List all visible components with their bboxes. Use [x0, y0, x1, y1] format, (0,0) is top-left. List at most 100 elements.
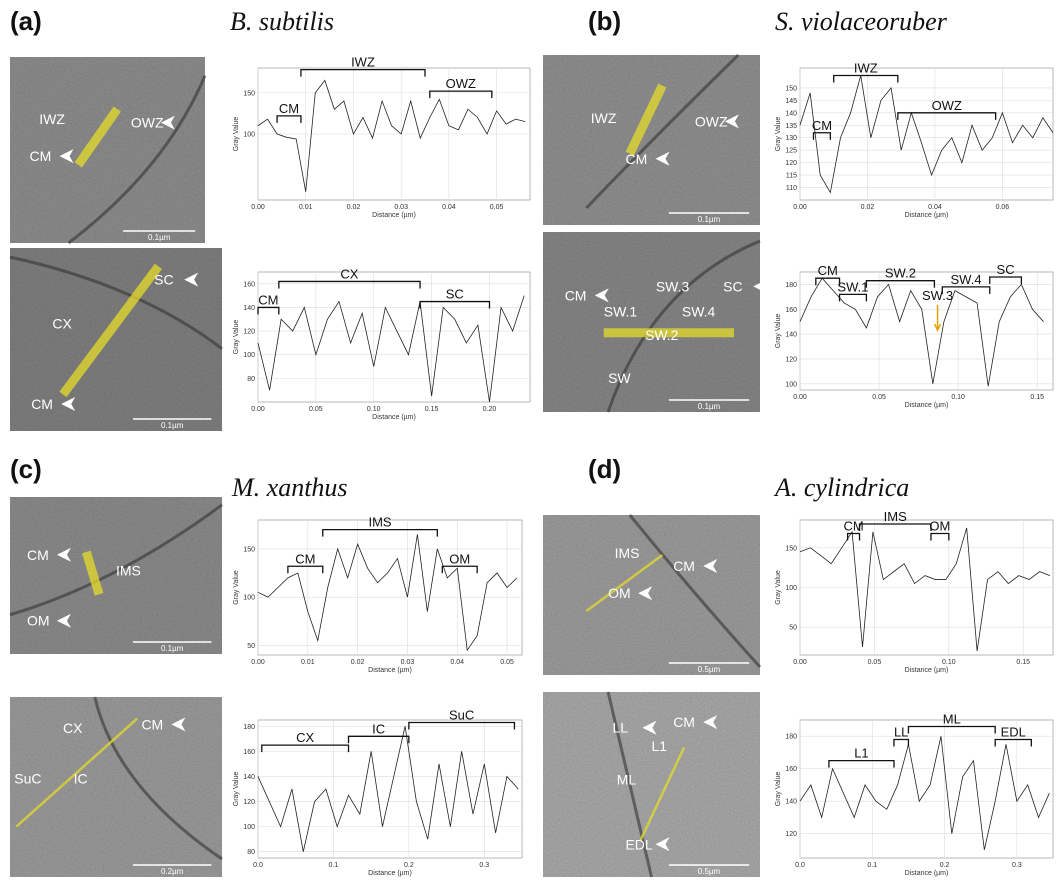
- bracket-label: SW.2: [885, 266, 916, 281]
- y-tick-label: 140: [785, 799, 797, 806]
- bracket: [408, 721, 516, 730]
- x-tick-label: 0.04: [442, 204, 456, 211]
- plot-area: [257, 519, 523, 656]
- x-tick-label: 0.10: [942, 659, 956, 666]
- x-tick-label: 0.05: [872, 394, 886, 401]
- micrograph-label: ML: [617, 772, 637, 788]
- x-tick-label: 0.3: [479, 862, 489, 869]
- micrograph-label: IWZ: [591, 110, 617, 126]
- membrane: [9, 255, 223, 350]
- x-tick-label: 0.01: [301, 659, 315, 666]
- micrograph: CM SW.3 SC SW.1 SW.4SW.2 SW 0.1µm: [543, 232, 768, 413]
- y-tick-label: 150: [785, 85, 797, 92]
- y-tick-label: 80: [247, 849, 255, 856]
- bracket: [838, 293, 868, 302]
- micrograph-label: IMS: [116, 563, 141, 579]
- bracket-label: SW.4: [950, 272, 981, 287]
- x-tick-label: 0.02: [351, 659, 365, 666]
- bracket-label: SuC: [449, 708, 474, 723]
- y-tick-label: 50: [789, 625, 797, 632]
- bracket-label: OWZ: [932, 98, 962, 113]
- line-chart: 50 100 150 0.00 0.05 0.10 0.15 Distance (µm) Gra…: [775, 509, 1054, 674]
- y-tick-label: 115: [786, 173, 797, 180]
- y-tick-label: 150: [243, 90, 255, 97]
- bracket: [278, 280, 421, 289]
- bracket: [846, 532, 861, 541]
- micrograph-label: CM: [141, 716, 163, 732]
- line-chart: 110 115 120 125 130 135 140 145 150 0.00 0.02 0.04 0…: [775, 60, 1054, 219]
- bracket-label: ML: [943, 711, 961, 726]
- y-axis-label: Gray Value: [775, 570, 782, 605]
- micrograph-label: SW.3: [656, 278, 690, 294]
- profile-line: [59, 263, 163, 398]
- micrograph: IWZ OWZ CM 0.1µm: [543, 53, 760, 225]
- x-tick-label: 0.15: [1016, 659, 1030, 666]
- micrograph-noise: [543, 692, 760, 877]
- line-chart: 120 140 160 180 0.0 0.1 0.2 0.3 Distance (µm) Gra…: [775, 711, 1054, 877]
- x-tick-label: 0.05: [309, 406, 323, 413]
- y-tick-label: 160: [243, 749, 255, 756]
- line-chart: 80 100 120 140 160 180 0.0 0.1 0.2 0.3 Distance (µ…: [233, 708, 523, 877]
- micrograph-label: OWZ: [695, 113, 728, 129]
- micrograph-label: CX: [52, 316, 72, 332]
- micrograph-label: EDL: [625, 836, 652, 852]
- micrograph-label: CM: [673, 714, 695, 730]
- x-tick-label: 0.03: [401, 659, 415, 666]
- arrowhead: [724, 114, 739, 129]
- scale-label: 0.1µm: [698, 215, 721, 224]
- x-tick-label: 0.00: [793, 204, 807, 211]
- x-tick-label: 0.00: [251, 406, 265, 413]
- x-tick-label: 0.05: [868, 659, 882, 666]
- x-tick-label: 0.03: [394, 204, 408, 211]
- y-tick-label: 110: [786, 185, 797, 192]
- arrowhead: [703, 715, 718, 730]
- bracket: [941, 286, 991, 294]
- x-axis-label: Distance (µm): [905, 667, 949, 674]
- micrograph-label: SC: [154, 272, 173, 288]
- arrowhead: [655, 837, 670, 852]
- arrowhead: [56, 613, 71, 628]
- arrowhead: [184, 272, 199, 287]
- scale-label: 0.1µm: [161, 421, 184, 430]
- profile-line: [74, 106, 121, 168]
- micrograph: CX SC CM 0.1µm: [9, 248, 223, 431]
- micrograph-label: CM: [31, 396, 53, 412]
- micrograph-label: CM: [673, 558, 695, 574]
- x-tick-label: 0.0: [795, 862, 805, 869]
- micrograph-noise: [10, 697, 222, 877]
- bracket: [419, 300, 491, 309]
- membrane: [628, 514, 762, 669]
- y-tick-label: 160: [785, 766, 797, 773]
- bracket-label: LL: [894, 724, 908, 739]
- profile-line: [82, 550, 104, 596]
- y-tick-label: 120: [243, 329, 255, 336]
- y-axis-label: Gray Value: [775, 314, 782, 349]
- bracket: [287, 565, 324, 574]
- data-line: [257, 726, 519, 852]
- arrowhead: [638, 586, 653, 601]
- micrograph-label: L1: [652, 738, 668, 754]
- plot-area: [257, 271, 531, 403]
- panel-label: (c): [10, 454, 42, 484]
- y-tick-label: 150: [243, 546, 255, 553]
- x-tick-label: 0.00: [793, 659, 807, 666]
- bracket: [429, 90, 493, 99]
- profile-line: [15, 717, 139, 828]
- x-axis-label: Distance (µm): [368, 667, 412, 674]
- y-tick-label: 100: [243, 132, 255, 139]
- y-tick-label: 120: [785, 160, 797, 167]
- membrane: [93, 696, 223, 861]
- y-tick-label: 125: [785, 148, 797, 155]
- data-line: [799, 277, 1044, 387]
- y-tick-label: 100: [243, 824, 255, 831]
- micrograph-label: OM: [608, 585, 631, 601]
- bracket: [930, 532, 950, 541]
- panel-label: (d): [588, 454, 621, 484]
- bracket-label: CM: [279, 101, 299, 116]
- bracket-label: IMS: [884, 509, 907, 524]
- line-chart: 80 100 120 140 160 0.00 0.05 0.10 0.15 0.20 Distan…: [233, 266, 531, 421]
- bracket-label: CX: [340, 266, 358, 281]
- bracket-label: CM: [295, 551, 315, 566]
- y-tick-label: 130: [785, 135, 797, 142]
